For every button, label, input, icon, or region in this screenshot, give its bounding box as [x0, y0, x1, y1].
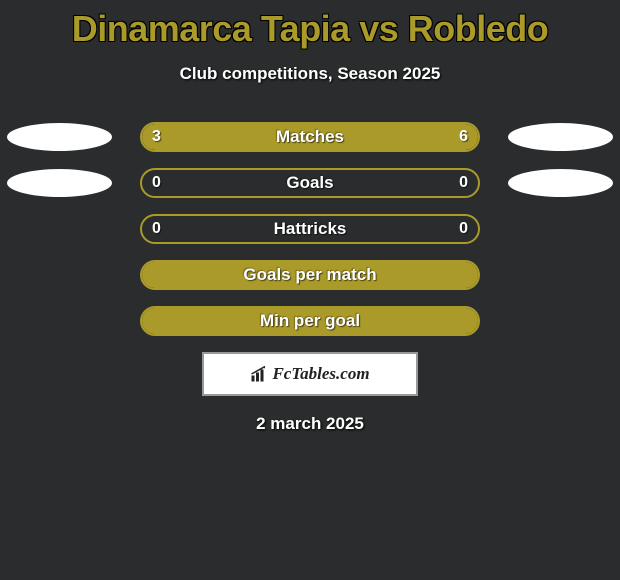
stat-bar-track: 00Goals [140, 168, 480, 198]
page-title: Dinamarca Tapia vs Robledo [0, 0, 620, 50]
stat-row: Goals per match [0, 260, 620, 290]
player-oval-left [7, 123, 112, 151]
date-label: 2 march 2025 [0, 414, 620, 434]
stat-label: Goals [142, 170, 478, 196]
stat-label: Min per goal [142, 308, 478, 334]
stats-container: 36Matches 00Goals 00Hattricks Goals per mat… [0, 122, 620, 336]
stat-row: Min per goal [0, 306, 620, 336]
stat-label: Hattricks [142, 216, 478, 242]
stat-bar-track: 36Matches [140, 122, 480, 152]
stat-label: Matches [142, 124, 478, 150]
attribution-badge: FcTables.com [202, 352, 418, 396]
bars-icon [250, 365, 268, 383]
stat-row: 00Hattricks [0, 214, 620, 244]
stat-bar-track: Goals per match [140, 260, 480, 290]
stat-bar-track: Min per goal [140, 306, 480, 336]
attribution-text: FcTables.com [272, 364, 369, 384]
stat-row: 00Goals [0, 168, 620, 198]
stat-label: Goals per match [142, 262, 478, 288]
stat-row: 36Matches [0, 122, 620, 152]
player-oval-right [508, 123, 613, 151]
stat-bar-track: 00Hattricks [140, 214, 480, 244]
page-subtitle: Club competitions, Season 2025 [0, 64, 620, 84]
player-oval-left [7, 169, 112, 197]
player-oval-right [508, 169, 613, 197]
